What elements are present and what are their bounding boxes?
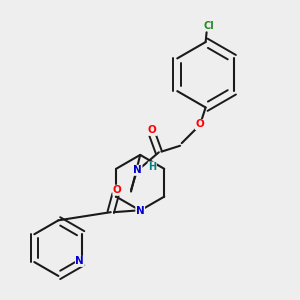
Text: N: N <box>76 256 84 266</box>
Text: H: H <box>148 162 156 172</box>
Text: O: O <box>113 185 122 195</box>
Text: N: N <box>133 165 142 175</box>
Text: O: O <box>195 119 204 130</box>
Text: O: O <box>148 125 157 135</box>
Text: N: N <box>136 206 145 215</box>
Text: Cl: Cl <box>203 21 214 31</box>
